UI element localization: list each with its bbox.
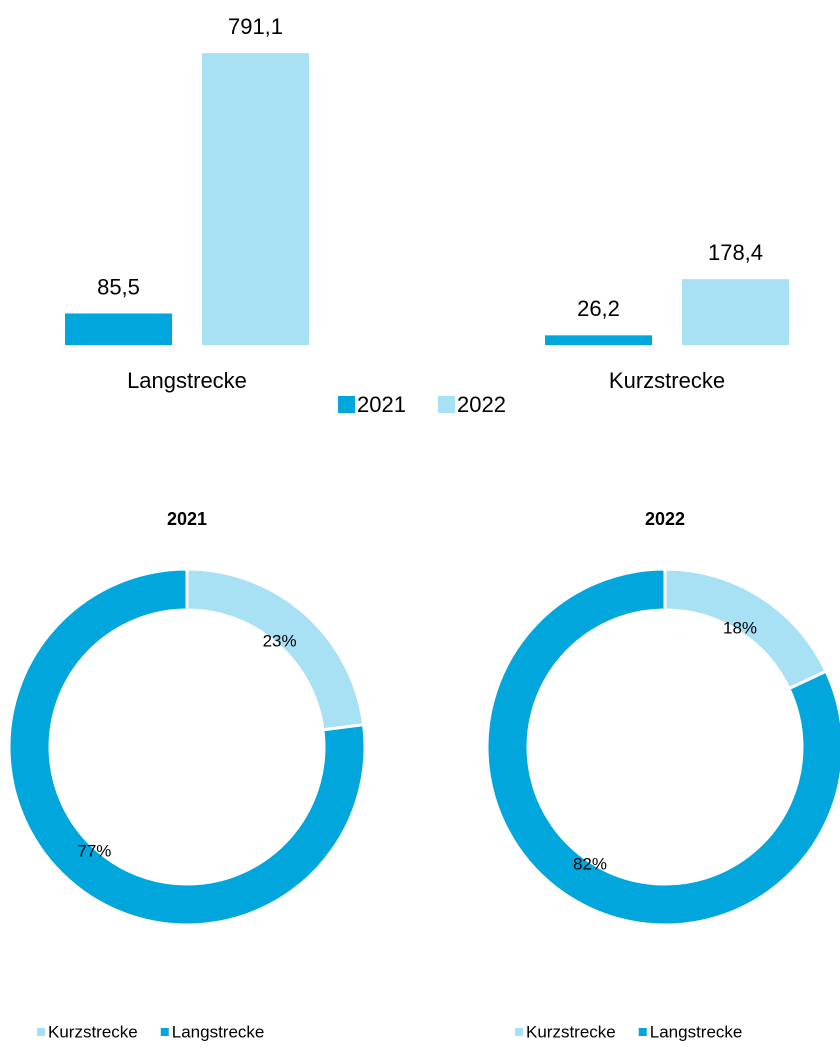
legend-label: 2021 (357, 392, 406, 417)
legend-label: Langstrecke (650, 1022, 743, 1041)
chart-title: 2021 (167, 509, 207, 529)
legend-marker (438, 396, 455, 413)
bar (202, 53, 309, 346)
donut-slice (485, 567, 840, 927)
legend-label: Kurzstrecke (48, 1022, 138, 1041)
legend-marker (160, 1028, 169, 1036)
bar (65, 313, 172, 345)
donut-slice (7, 567, 367, 927)
data-label: 18% (723, 618, 757, 637)
chart-title: 2022 (645, 509, 685, 529)
legend-label: Langstrecke (172, 1022, 265, 1041)
legend-label: Kurzstrecke (526, 1022, 616, 1041)
data-label: 85,5 (97, 274, 140, 299)
x-tick-label: Kurzstrecke (609, 368, 725, 393)
data-label: 77% (77, 841, 111, 860)
legend-label: 2022 (457, 392, 506, 417)
x-tick-label: Langstrecke (127, 368, 247, 393)
bar (682, 279, 789, 345)
data-label: 26,2 (577, 296, 620, 321)
legend-marker (638, 1028, 647, 1036)
bar (545, 335, 652, 345)
data-label: 82% (573, 855, 607, 874)
legend-marker (515, 1028, 523, 1036)
legend-marker (338, 396, 355, 413)
legend-marker (37, 1028, 45, 1036)
data-label: 791,1 (228, 14, 283, 39)
data-label: 178,4 (708, 240, 763, 265)
data-label: 23% (263, 631, 297, 650)
